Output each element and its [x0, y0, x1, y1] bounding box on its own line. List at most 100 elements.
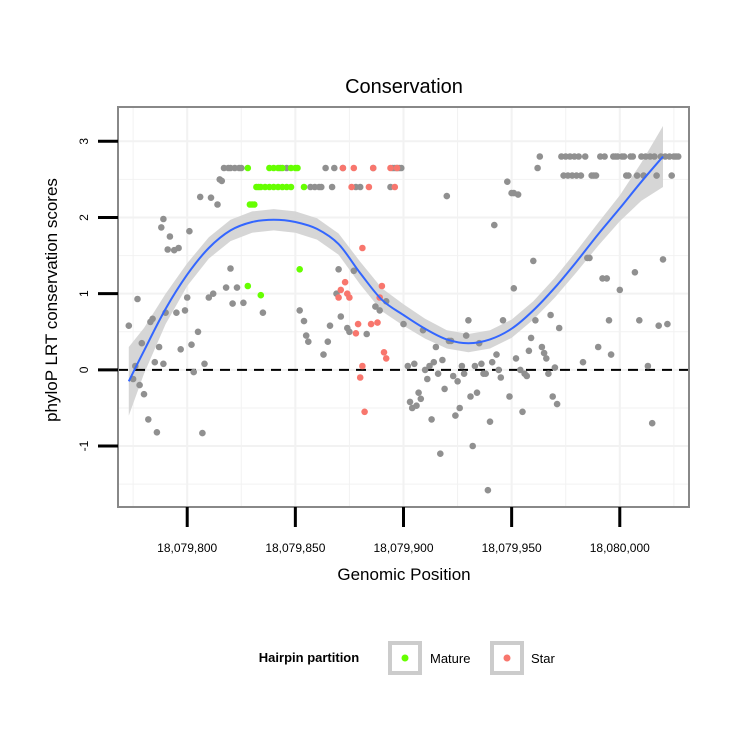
data-point-star	[359, 244, 366, 252]
legend-dot-star	[503, 654, 511, 662]
data-point-other	[555, 324, 563, 332]
data-point-other	[356, 183, 364, 191]
data-point-other	[551, 364, 559, 371]
data-point-other	[644, 362, 652, 370]
data-point-other	[603, 275, 611, 282]
y-tick-label: 0	[77, 366, 91, 373]
data-point-other	[553, 400, 561, 408]
data-point-other	[181, 307, 189, 314]
data-point-other	[594, 343, 602, 351]
data-point-star	[387, 164, 394, 172]
data-point-mature	[244, 282, 252, 290]
data-point-star	[346, 294, 353, 301]
data-point-other	[400, 320, 407, 328]
data-point-other	[426, 362, 433, 370]
data-point-other	[158, 224, 165, 231]
data-point-other	[300, 317, 308, 325]
data-point-other	[527, 334, 535, 342]
x-tick-label: 18,079,950	[482, 541, 542, 555]
data-point-other	[454, 378, 461, 385]
data-point-other	[575, 153, 582, 160]
data-point-other	[651, 153, 658, 160]
data-point-other	[227, 265, 234, 272]
data-point-other	[517, 366, 524, 374]
data-point-other	[465, 317, 472, 324]
data-point-other	[406, 398, 414, 406]
points-star	[335, 164, 401, 416]
data-point-other	[534, 164, 541, 172]
data-point-other	[452, 412, 459, 419]
data-point-other	[153, 429, 161, 436]
data-point-other	[328, 183, 336, 191]
data-point-other	[138, 339, 146, 347]
data-point-other	[633, 172, 641, 179]
legend-label-mature: Mature	[430, 651, 470, 666]
data-point-other	[495, 366, 503, 374]
data-point-other	[581, 153, 589, 160]
plot-panel	[117, 106, 690, 508]
data-point-other	[229, 300, 236, 307]
data-point-other	[363, 330, 371, 338]
data-point-other	[218, 177, 226, 185]
data-point-other	[586, 254, 593, 262]
data-point-other	[629, 153, 637, 160]
data-point-star	[393, 164, 401, 172]
y-tick-label: 1	[77, 290, 91, 297]
data-point-other	[404, 362, 412, 370]
legend: Hairpin partition Mature Star	[259, 641, 556, 675]
data-point-other	[302, 332, 310, 339]
data-point-other	[209, 290, 217, 298]
data-point-other	[512, 355, 520, 362]
data-point-star	[341, 278, 349, 286]
data-point-other	[222, 284, 230, 291]
data-point-other	[322, 164, 329, 172]
data-point-mature	[294, 164, 301, 172]
data-point-other	[324, 338, 332, 346]
data-point-other	[449, 372, 457, 380]
data-point-other	[655, 322, 662, 330]
data-point-other	[428, 416, 435, 423]
data-point-mature	[251, 201, 258, 208]
data-point-other	[460, 370, 468, 378]
data-point-other	[659, 256, 667, 263]
x-tick-label: 18,079,800	[157, 541, 217, 555]
data-point-other	[616, 286, 624, 294]
data-point-other	[549, 393, 556, 400]
data-point-other	[160, 360, 167, 368]
data-point-other	[530, 257, 537, 265]
data-point-other	[478, 360, 485, 368]
data-point-other	[346, 328, 353, 336]
data-point-other	[320, 351, 327, 358]
data-point-other	[140, 390, 148, 398]
data-point-mature	[296, 266, 304, 273]
data-point-other	[331, 164, 338, 172]
smooth-line	[127, 155, 664, 382]
data-point-other	[415, 389, 422, 397]
data-point-other	[605, 317, 613, 324]
x-axis-title: Genomic Position	[337, 565, 470, 584]
data-point-other	[506, 393, 513, 400]
data-point-other	[484, 486, 492, 494]
data-point-other	[473, 389, 481, 397]
x-axis: 18,079,800 18,079,850 18,079,900 18,079,950…	[157, 507, 650, 555]
data-point-star	[356, 374, 364, 381]
data-point-other	[439, 356, 446, 364]
data-point-other	[207, 194, 215, 201]
data-point-other	[233, 284, 241, 291]
data-point-other	[134, 295, 141, 303]
x-tick-label: 18,079,900	[373, 541, 433, 555]
data-point-other	[625, 172, 632, 179]
data-point-other	[536, 153, 544, 160]
data-point-other	[160, 215, 167, 223]
data-point-other	[196, 193, 204, 201]
data-point-other	[482, 370, 490, 378]
data-point-other	[430, 358, 438, 366]
data-point-other	[188, 341, 195, 349]
data-point-other	[493, 351, 500, 358]
data-point-star	[348, 183, 355, 191]
data-point-other	[335, 266, 342, 273]
data-point-other	[458, 362, 466, 370]
data-point-other	[240, 299, 247, 307]
data-point-other	[372, 303, 379, 310]
